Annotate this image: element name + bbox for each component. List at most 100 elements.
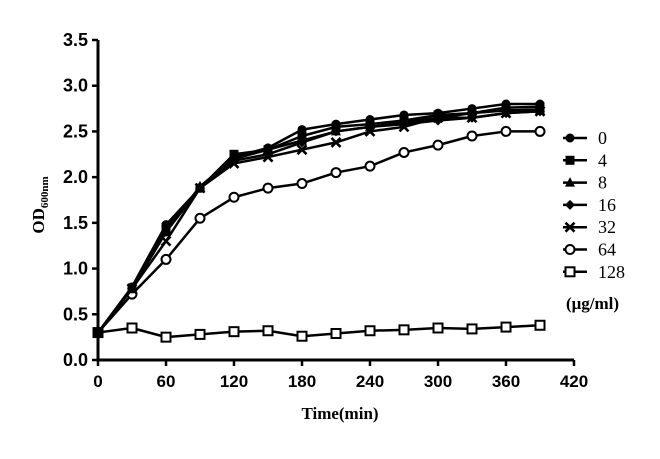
data-point — [297, 125, 307, 135]
data-point — [296, 144, 308, 156]
y-tick-label: 1.0 — [63, 259, 88, 279]
data-point — [194, 328, 206, 340]
series-line — [97, 105, 541, 334]
legend-unit: (μg/ml) — [566, 294, 619, 313]
legend-label: 32 — [598, 217, 616, 237]
legend-item-64: 64 — [563, 240, 616, 260]
series-0 — [93, 99, 545, 338]
data-point — [535, 99, 545, 109]
data-point — [467, 108, 477, 118]
data-point — [161, 220, 171, 230]
data-point — [160, 331, 172, 343]
y-tick-label: 2.5 — [63, 121, 88, 141]
data-point — [296, 178, 308, 190]
series-line — [97, 324, 541, 339]
data-point — [330, 327, 342, 339]
data-point — [262, 182, 274, 194]
data-point — [398, 324, 410, 336]
data-point — [500, 321, 512, 333]
data-point — [93, 328, 103, 338]
axes — [96, 40, 574, 362]
legend-marker — [565, 177, 575, 187]
legend-marker — [565, 155, 575, 165]
y-tick-label: 1.5 — [63, 213, 88, 233]
legend-item-4: 4 — [563, 150, 607, 170]
data-point — [534, 125, 546, 137]
legend-label: 0 — [598, 128, 607, 148]
data-point — [330, 167, 342, 179]
data-point — [432, 139, 444, 151]
data-point — [263, 143, 273, 153]
data-point — [160, 253, 172, 265]
y-axis-title: OD600nm — [29, 176, 51, 233]
legend-marker — [565, 133, 575, 143]
legend-marker — [564, 244, 576, 255]
y-tick-label: 3.0 — [63, 76, 88, 96]
legend-marker — [564, 221, 576, 233]
series-128 — [92, 319, 546, 343]
data-point — [399, 115, 409, 125]
data-point — [433, 108, 443, 118]
data-point — [127, 282, 137, 292]
series-8 — [93, 103, 545, 337]
y-ticks: 0.0 0.5 1.0 1.5 2.0 2.5 3.0 3.5 — [63, 30, 98, 370]
x-tick-label: 120 — [220, 372, 248, 391]
data-point — [365, 119, 375, 129]
series-16 — [93, 106, 545, 338]
series-layer — [92, 99, 546, 343]
data-point — [194, 212, 206, 224]
data-point — [331, 119, 341, 129]
y-axis-title-subscript: 600nm — [39, 176, 51, 208]
data-point — [262, 325, 274, 337]
y-tick-label: 0.5 — [63, 304, 88, 324]
data-point — [228, 191, 240, 203]
data-point — [364, 325, 376, 337]
legend-item-0: 0 — [563, 128, 607, 148]
legend-label: 128 — [598, 262, 625, 282]
data-point — [501, 99, 511, 109]
data-point — [500, 125, 512, 137]
series-line — [96, 102, 540, 334]
y-tick-label: 3.5 — [63, 30, 88, 50]
data-point — [365, 115, 375, 125]
legend-item-32: 32 — [563, 217, 616, 237]
legend-item-128: 128 — [563, 262, 625, 282]
data-point — [466, 130, 478, 142]
legend-marker — [564, 266, 576, 278]
legend-marker — [565, 199, 575, 210]
x-tick-label: 180 — [288, 372, 316, 391]
x-tick-label: 0 — [93, 372, 102, 391]
data-point — [229, 152, 239, 162]
y-axis-title-main: OD — [29, 208, 48, 234]
y-tick-label: 2.0 — [63, 167, 88, 187]
x-axis-title: Time(min) — [301, 404, 378, 423]
data-point — [126, 322, 138, 334]
legend-label: 8 — [598, 173, 607, 193]
data-point — [399, 110, 409, 120]
x-tick-label: 360 — [492, 372, 520, 391]
series-32 — [92, 105, 546, 338]
data-point — [195, 183, 205, 193]
data-point — [398, 146, 410, 158]
x-ticks: 0 60 120 180 240 300 360 420 — [93, 360, 588, 391]
legend-label: 16 — [598, 195, 616, 215]
legend-label: 4 — [598, 150, 607, 170]
legend-label: 64 — [598, 240, 616, 260]
data-point — [296, 330, 308, 342]
legend-item-16: 16 — [563, 195, 616, 215]
data-point — [467, 104, 477, 114]
data-point — [228, 326, 240, 338]
data-point — [466, 323, 478, 335]
data-point — [297, 131, 307, 141]
data-point — [330, 136, 342, 148]
data-point — [364, 160, 376, 172]
series-line — [97, 130, 540, 334]
y-tick-label: 0.0 — [63, 350, 88, 370]
x-tick-label: 60 — [157, 372, 176, 391]
x-tick-label: 240 — [356, 372, 384, 391]
data-point — [534, 319, 546, 331]
x-tick-label: 300 — [424, 372, 452, 391]
data-point — [432, 322, 444, 334]
